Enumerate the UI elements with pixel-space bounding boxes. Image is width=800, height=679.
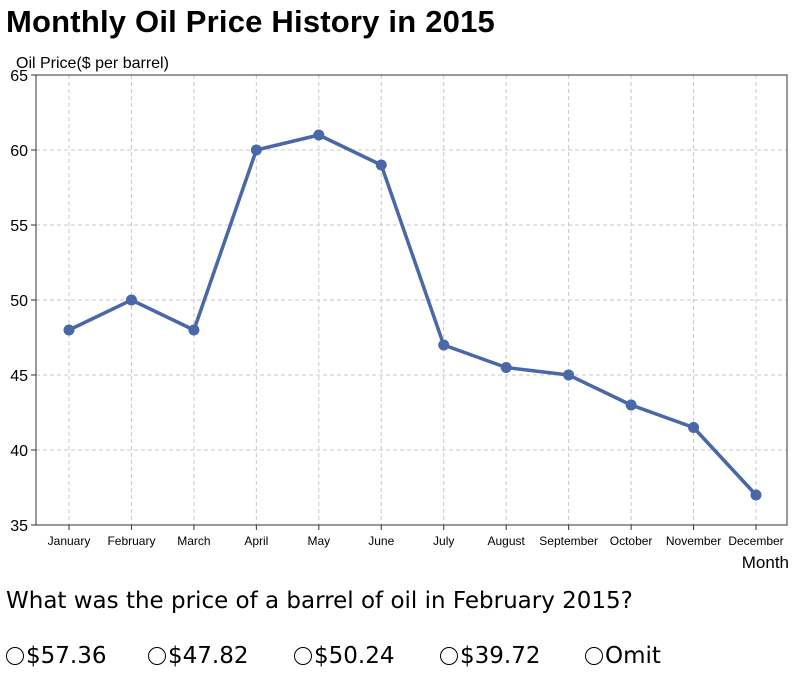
radio-button[interactable]	[585, 647, 603, 665]
y-tick-label: 65	[10, 68, 28, 85]
option-label: $50.24	[314, 643, 395, 669]
option-3[interactable]: $50.24	[294, 643, 440, 669]
option-label: Omit	[605, 643, 661, 669]
y-tick-label: 45	[10, 368, 28, 385]
x-tick-label: December	[728, 534, 783, 548]
option-label: $39.72	[460, 643, 541, 669]
x-tick-label: April	[244, 534, 268, 548]
x-tick-label: May	[307, 534, 330, 548]
x-tick-label: November	[666, 534, 721, 548]
data-point	[625, 399, 637, 411]
data-point	[563, 369, 575, 381]
answer-options: $57.36 $47.82 $50.24 $39.72 Omit	[6, 643, 661, 669]
chart-title: Monthly Oil Price History in 2015	[6, 4, 495, 39]
option-1[interactable]: $57.36	[6, 643, 148, 669]
data-point	[500, 362, 512, 373]
y-tick-label: 55	[10, 218, 28, 235]
x-tick-label: July	[433, 534, 454, 548]
x-axis-label: Month	[742, 553, 789, 572]
option-2[interactable]: $47.82	[148, 643, 294, 669]
x-tick-label: August	[488, 534, 526, 548]
option-omit[interactable]: Omit	[585, 643, 661, 669]
data-point	[438, 339, 450, 351]
option-label: $47.82	[168, 643, 249, 669]
y-axis-label: Oil Price($ per barrel)	[16, 55, 169, 72]
x-tick-label: September	[539, 534, 598, 548]
data-point	[125, 294, 137, 306]
data-point	[313, 129, 325, 141]
x-tick-label: October	[610, 534, 653, 548]
x-tick-label: February	[107, 534, 155, 548]
y-tick-label: 40	[10, 443, 28, 460]
data-point	[750, 489, 762, 501]
data-point	[688, 422, 700, 433]
data-point	[63, 324, 75, 336]
y-tick-label: 35	[10, 518, 28, 535]
radio-button[interactable]	[440, 647, 458, 665]
data-point	[375, 159, 387, 171]
x-tick-label: January	[48, 534, 91, 548]
radio-button[interactable]	[6, 647, 24, 665]
y-tick-label: 50	[10, 293, 28, 310]
y-tick-label: 60	[10, 143, 28, 160]
data-point	[250, 144, 262, 156]
option-label: $57.36	[26, 643, 107, 669]
x-tick-label: June	[368, 534, 394, 548]
x-tick-label: March	[177, 534, 210, 548]
series-line	[68, 133, 758, 497]
line-chart: 35 40 45 50 55 60 65 January February March April M…	[10, 55, 789, 572]
data-point	[188, 324, 200, 336]
option-4[interactable]: $39.72	[440, 643, 585, 669]
question-text: What was the price of a barrel of oil in…	[6, 588, 633, 614]
radio-button[interactable]	[148, 647, 166, 665]
radio-button[interactable]	[294, 647, 312, 665]
